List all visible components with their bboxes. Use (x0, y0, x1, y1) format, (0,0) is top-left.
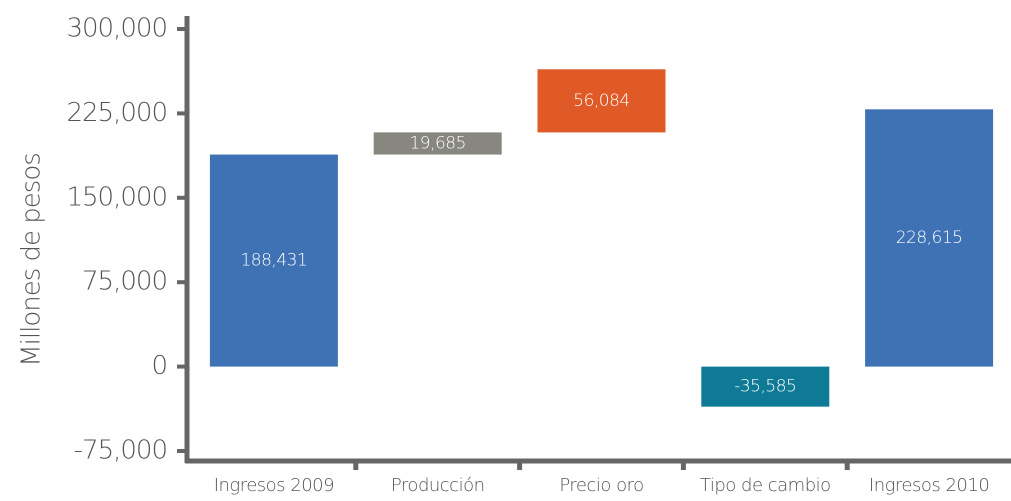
y-tick-label: 300,000 (66, 14, 167, 44)
bar (209, 154, 338, 367)
bar (537, 69, 666, 133)
bar (373, 132, 502, 155)
y-axis-label: Millones de pesos (17, 153, 47, 367)
y-tick-label: 0 (151, 351, 167, 381)
x-tick-label: Producción (391, 475, 485, 496)
y-tick-label: 150,000 (66, 182, 167, 212)
x-tick-label: Ingresos 2010 (869, 475, 989, 496)
y-tick-label: -75,000 (74, 436, 167, 466)
x-tick-label: Ingresos 2009 (214, 475, 334, 496)
value-label: -35,585 (734, 377, 796, 397)
value-label: 188,431 (240, 251, 307, 271)
y-tick-label: 225,000 (66, 98, 167, 128)
x-tick-label: Tipo de cambio (700, 475, 831, 496)
value-label: 19,685 (409, 133, 465, 153)
y-tick-label: 75,000 (82, 267, 167, 297)
value-label: 56,084 (573, 91, 629, 111)
x-tick-label: Precio oro (559, 475, 643, 496)
bar (701, 366, 830, 407)
value-label: 228,615 (896, 228, 963, 248)
bar (865, 109, 994, 367)
